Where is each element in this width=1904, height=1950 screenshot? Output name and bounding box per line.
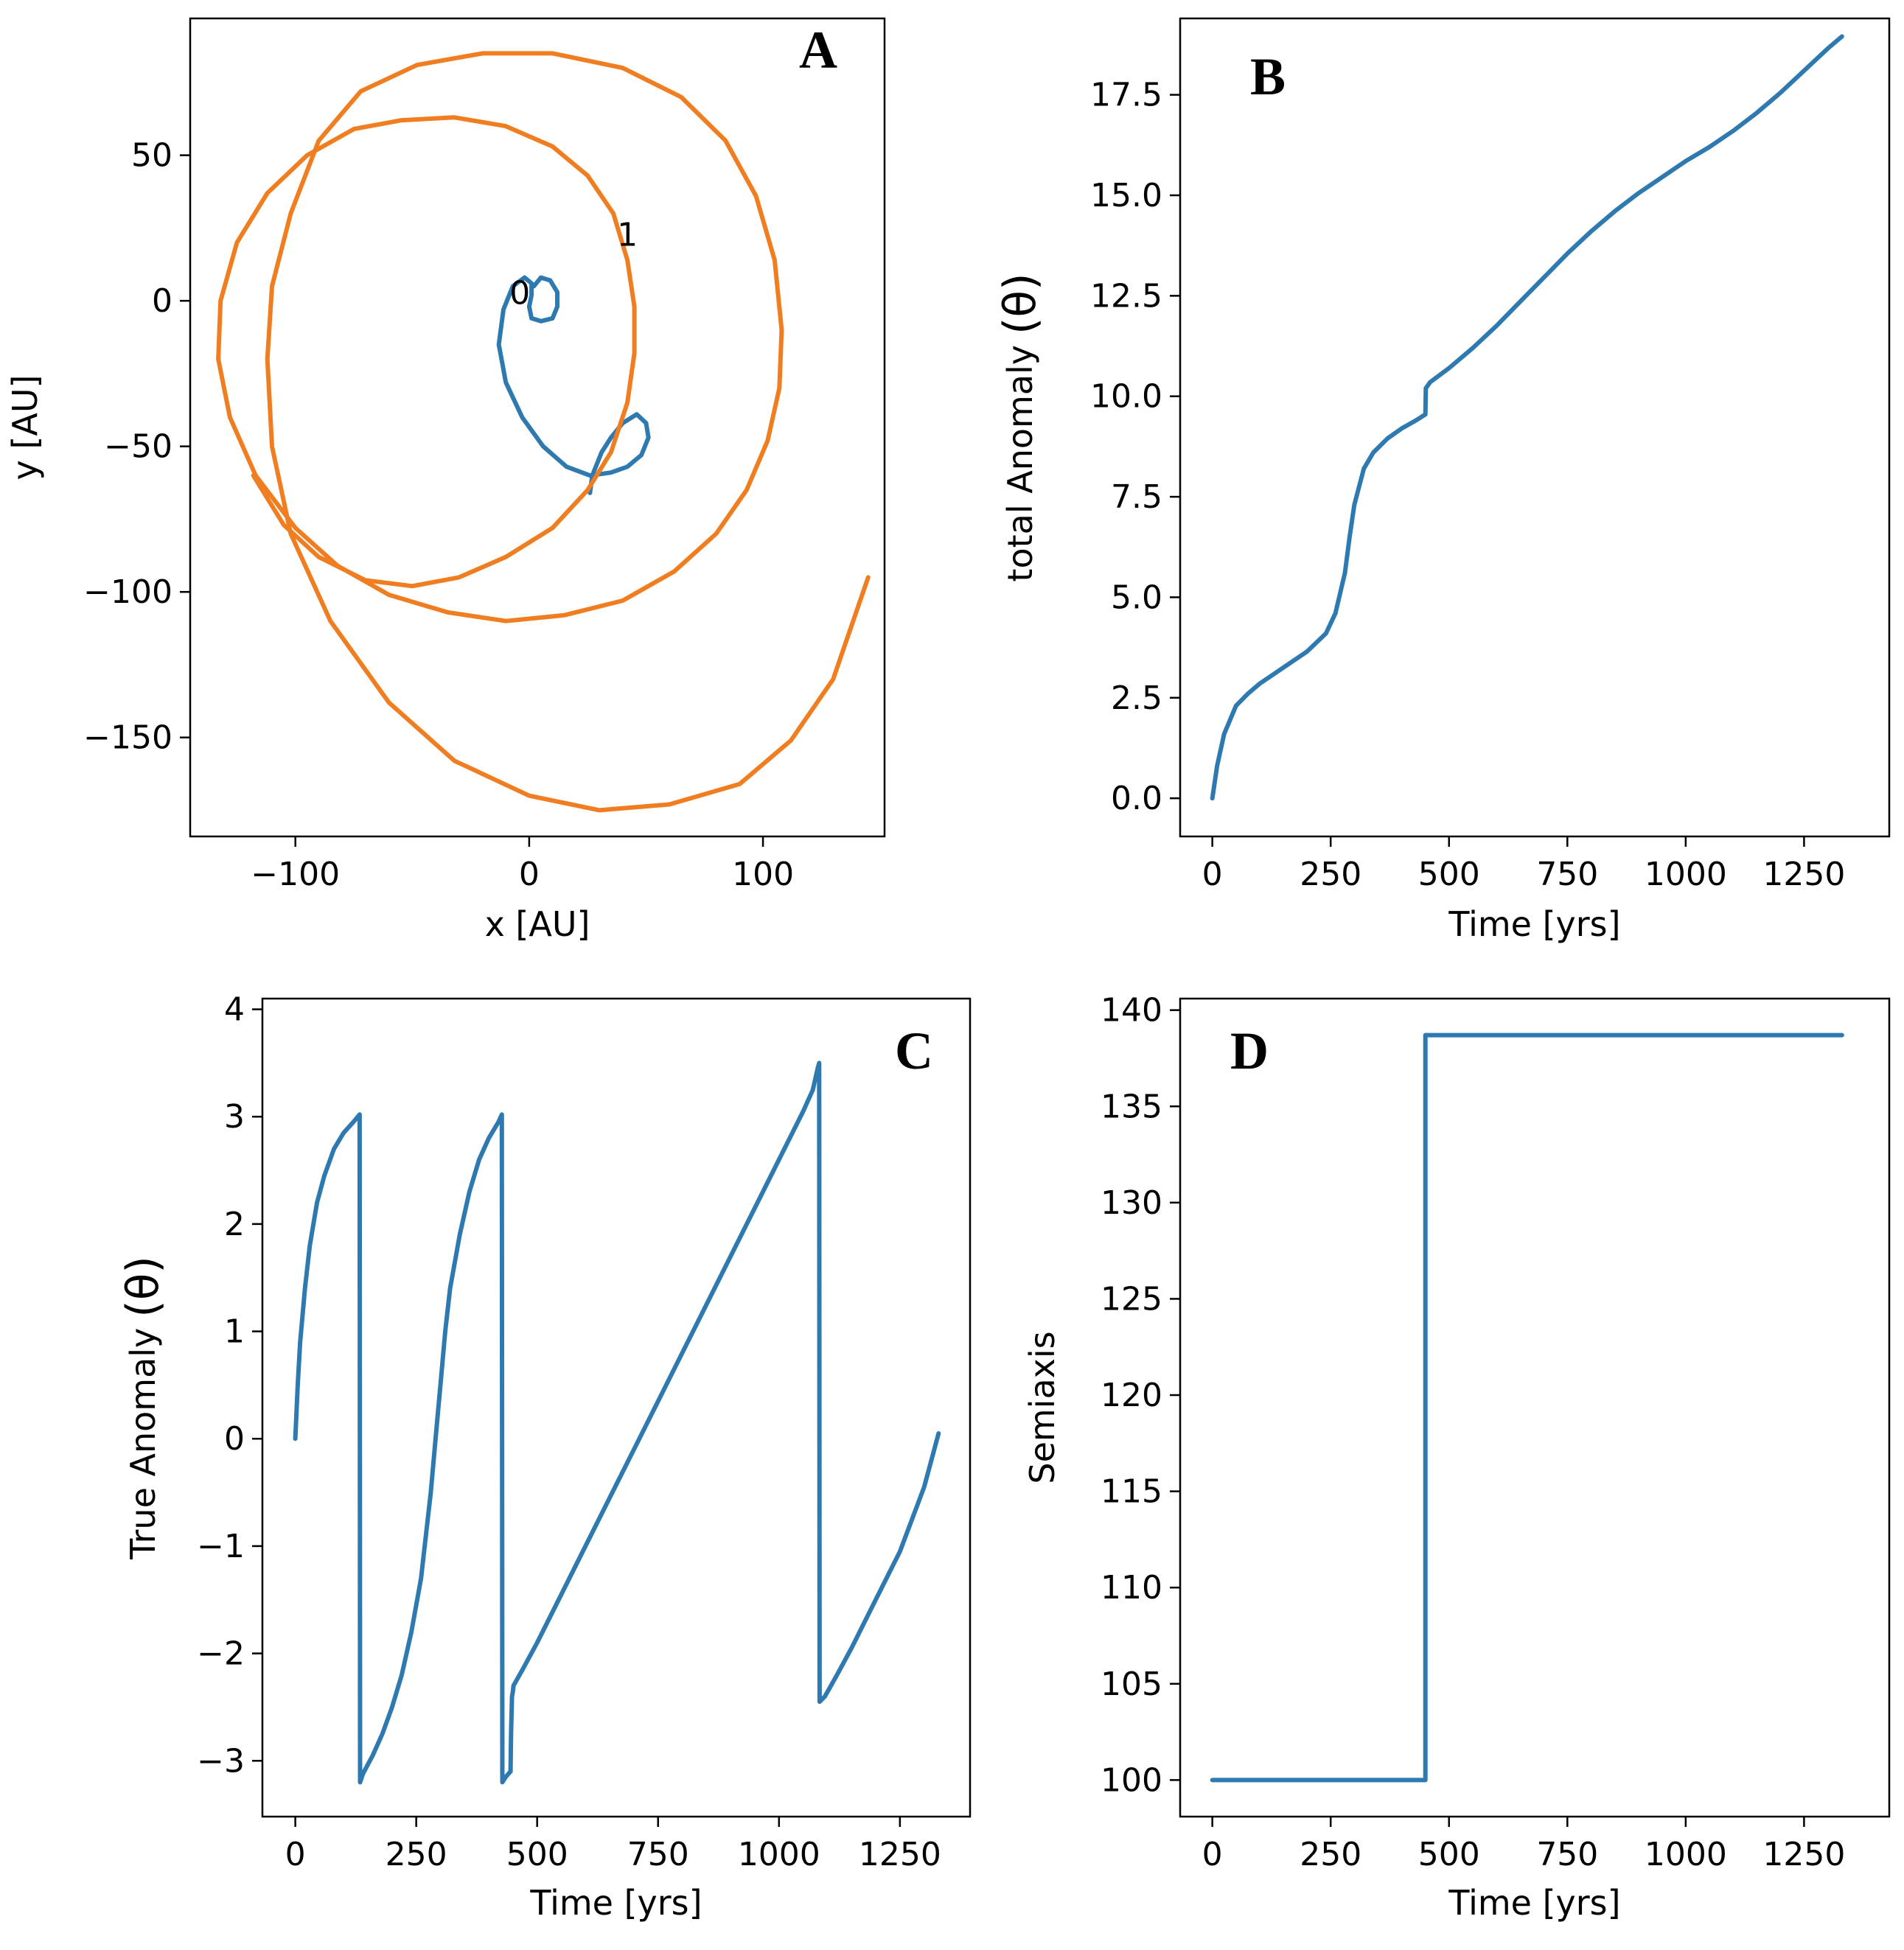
series-line-c-0 [293, 1060, 941, 1785]
y-axis-label-text: True Anomaly [123, 1328, 163, 1560]
y-tick-label: 115 [1101, 1473, 1162, 1511]
y-tick-label: 7.5 [1111, 478, 1162, 516]
y-tick-label: −100 [83, 573, 172, 611]
series-line-a-0 [496, 275, 651, 495]
x-tick-label: 500 [506, 1836, 568, 1873]
plot-frame [1179, 17, 1891, 838]
x-tick-label: 0 [1202, 1836, 1223, 1873]
series-line-d-0 [1210, 1032, 1844, 1783]
x-tick-label: 1000 [738, 1836, 820, 1873]
y-axis-label: y [AU] [5, 375, 45, 480]
y-axis-label: Semiaxis [1022, 1331, 1062, 1484]
y-tick-label: 120 [1101, 1377, 1162, 1414]
y-axis-label-text: y [AU] [5, 375, 45, 480]
y-tick-label: 110 [1101, 1569, 1162, 1607]
y-axis-label: True Anomaly (θ) [117, 1256, 169, 1560]
plot-frame [1179, 997, 1891, 1818]
x-tick-label: 500 [1418, 856, 1480, 893]
y-tick-label: 50 [131, 137, 172, 175]
y-tick-label: −3 [197, 1742, 245, 1780]
x-axis-label: Time [yrs] [529, 1883, 702, 1923]
panel-a: −100 0 100 50 0 −50 −100 −150 x [AU] y [AU] A 0 1 [5, 17, 886, 944]
y-tick-label: 105 [1101, 1666, 1162, 1703]
theta-symbol: (θ) [117, 1256, 169, 1318]
x-tick-label: 1250 [859, 1836, 941, 1873]
y-axis-label-text: Semiaxis [1022, 1331, 1062, 1484]
plot-frame [189, 17, 886, 838]
y-tick-label: 3 [224, 1098, 245, 1136]
x-tick-label: 0 [1202, 856, 1223, 893]
x-tick-label: 1000 [1645, 1836, 1727, 1873]
panel-letter: B [1250, 47, 1286, 106]
y-tick-label: 125 [1101, 1280, 1162, 1318]
panel-letter: D [1230, 1021, 1269, 1080]
x-tick-label: 250 [1300, 856, 1361, 893]
x-tick-label: 250 [1300, 1836, 1361, 1873]
x-axis-label: Time [yrs] [1448, 1883, 1620, 1923]
x-tick-label: 0 [519, 856, 540, 893]
x-tick-label: 750 [627, 1836, 689, 1873]
theta-symbol: (θ) [994, 273, 1046, 335]
x-tick-label: 750 [1536, 1836, 1598, 1873]
y-axis-label: total Anomaly (θ) [994, 273, 1046, 581]
y-axis-label-text: total Anomaly [1000, 345, 1040, 582]
panel-letter: A [799, 21, 837, 80]
y-tick-label: −2 [197, 1635, 245, 1673]
x-tick-label: −100 [251, 856, 340, 893]
y-tick-label: 4 [224, 991, 245, 1029]
x-axis-label: Time [yrs] [1448, 904, 1620, 944]
series-line-a-1 [216, 51, 871, 813]
y-tick-label: 17.5 [1090, 77, 1162, 114]
y-tick-label: 100 [1101, 1761, 1162, 1799]
y-tick-label: 0.0 [1111, 780, 1162, 817]
panel-letter: C [895, 1021, 933, 1080]
x-tick-label: 750 [1536, 856, 1598, 893]
x-axis-label: x [AU] [485, 904, 590, 944]
y-tick-label: 5.0 [1111, 579, 1162, 616]
orbit-start-label: 1 [617, 216, 638, 254]
y-tick-label: 2 [224, 1206, 245, 1243]
y-tick-label: 12.5 [1090, 277, 1162, 315]
panel-b: 0 250 500 750 1000 1250 0.0 2.5 5.0 7.5 10.0 12.5 15… [994, 17, 1891, 944]
y-tick-label: 0 [224, 1420, 245, 1458]
x-tick-label: 1000 [1645, 856, 1727, 893]
plot-frame [261, 997, 972, 1818]
y-tick-label: 135 [1101, 1088, 1162, 1125]
y-tick-label: −50 [104, 428, 172, 466]
y-tick-label: 1 [224, 1313, 245, 1351]
y-tick-label: −1 [197, 1528, 245, 1565]
series-line-b-0 [1210, 34, 1844, 801]
y-tick-label: 0 [152, 282, 172, 320]
panel-d: 0 250 500 750 1000 1250 100 105 110 115 120 125 130 1… [1022, 992, 1891, 1923]
y-tick-label: 10.0 [1090, 378, 1162, 416]
x-tick-label: 0 [285, 1836, 306, 1873]
x-tick-label: 500 [1418, 1836, 1480, 1873]
x-tick-label: 1250 [1762, 856, 1845, 893]
y-tick-label: 140 [1101, 992, 1162, 1030]
y-tick-label: −150 [83, 719, 172, 757]
y-tick-label: 2.5 [1111, 679, 1162, 717]
orbit-start-label: 0 [509, 274, 530, 312]
x-tick-label: 100 [732, 856, 794, 893]
x-tick-label: 250 [386, 1836, 447, 1873]
y-tick-label: 15.0 [1090, 177, 1162, 214]
y-tick-label: 130 [1101, 1184, 1162, 1222]
panel-c: 0 250 500 750 1000 1250 4 3 2 1 0 −1 −2 −3 Time [yrs] T… [117, 991, 972, 1923]
x-tick-label: 1250 [1762, 1836, 1845, 1873]
